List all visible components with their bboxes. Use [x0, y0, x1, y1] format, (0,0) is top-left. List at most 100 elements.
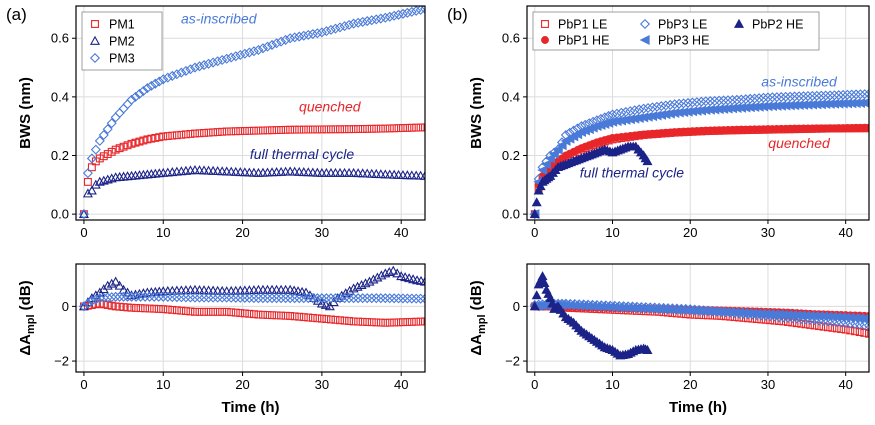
data-point	[102, 292, 113, 303]
data-point	[303, 29, 314, 40]
data-point	[162, 291, 173, 302]
data-point	[320, 299, 331, 309]
x-tick-label: 20	[235, 377, 249, 392]
data-point	[86, 185, 97, 195]
data-point	[334, 22, 346, 33]
data-point	[114, 107, 125, 119]
data-point	[402, 7, 413, 18]
data-point	[286, 125, 295, 134]
data-point	[254, 126, 263, 135]
legend-label: PbP2 HE	[752, 18, 803, 32]
data-point	[230, 292, 241, 303]
y-axis-label-sub: mpl	[25, 314, 37, 334]
x-tick-label: 20	[683, 377, 697, 392]
data-point	[155, 133, 164, 142]
data-point	[321, 26, 332, 37]
data-point	[106, 173, 117, 183]
data-point	[642, 344, 653, 354]
data-point	[352, 281, 363, 291]
data-point	[656, 101, 667, 112]
data-point	[135, 137, 144, 146]
data-point	[127, 139, 136, 148]
data-point	[339, 293, 350, 304]
data-point	[307, 293, 318, 304]
data-point	[217, 54, 228, 66]
data-point	[325, 24, 336, 35]
data-point	[122, 99, 133, 110]
data-point	[150, 304, 159, 313]
data-point	[106, 292, 117, 303]
data-point	[102, 124, 113, 135]
data-point	[336, 125, 344, 134]
data-point	[272, 126, 281, 135]
data-point	[863, 320, 869, 331]
data-point	[194, 61, 205, 72]
data-point	[271, 293, 282, 304]
data-point	[272, 311, 281, 320]
data-point	[345, 317, 354, 325]
chart-a-bottom: 0 10 20 30 40 −2 0 ΔAmpl (dB) Time (h)	[17, 263, 426, 416]
data-point	[541, 159, 552, 170]
data-point	[281, 125, 290, 134]
data-point	[186, 307, 195, 316]
data-point	[221, 53, 232, 64]
data-point	[285, 33, 296, 44]
data-point	[412, 123, 421, 132]
data-point	[696, 96, 707, 107]
data-point	[344, 293, 355, 304]
data-point	[130, 91, 141, 102]
y-tick-label: 0.4	[502, 89, 520, 104]
data-point	[78, 208, 89, 218]
data-point	[394, 318, 403, 327]
legend-marker	[639, 35, 650, 45]
data-point	[122, 291, 133, 302]
data-point	[147, 134, 156, 143]
data-point	[362, 16, 373, 27]
data-point	[189, 62, 201, 73]
data-point	[86, 153, 97, 164]
legend-marker	[733, 18, 745, 28]
y-axis-label-main: ΔA	[17, 334, 34, 356]
data-point	[358, 317, 367, 326]
data-point	[226, 292, 237, 303]
data-point	[419, 293, 425, 304]
data-point	[199, 292, 210, 303]
data-point	[348, 293, 359, 304]
data-point	[801, 320, 810, 329]
data-point	[345, 125, 354, 134]
data-point	[285, 293, 296, 304]
data-point	[376, 270, 387, 280]
data-point	[254, 310, 263, 319]
series-pm1	[79, 299, 425, 327]
data-point	[212, 56, 223, 67]
data-point	[375, 293, 386, 304]
data-point	[203, 58, 214, 69]
data-point	[140, 291, 151, 302]
data-point	[86, 295, 97, 306]
y-axis-label: BWS (nm)	[468, 77, 485, 149]
data-point	[334, 293, 346, 304]
data-point	[535, 181, 546, 191]
data-point	[411, 293, 422, 304]
data-point	[277, 311, 286, 320]
data-point	[268, 126, 276, 135]
data-point	[390, 124, 399, 133]
data-point	[280, 293, 291, 304]
series-layer	[529, 271, 869, 360]
data-point	[381, 318, 390, 327]
data-point	[132, 303, 141, 312]
data-point	[107, 147, 116, 156]
data-point	[248, 46, 259, 57]
y-tick-label: −2	[505, 354, 520, 369]
data-point	[99, 300, 108, 309]
data-point	[545, 153, 555, 164]
data-point	[145, 304, 154, 313]
data-point	[280, 34, 291, 45]
x-tick-label: 10	[605, 225, 619, 240]
data-point	[321, 293, 332, 304]
x-tick-label: 30	[315, 377, 329, 392]
data-point	[348, 18, 359, 29]
data-point	[131, 291, 142, 302]
data-point	[245, 309, 254, 318]
data-point	[634, 104, 645, 115]
